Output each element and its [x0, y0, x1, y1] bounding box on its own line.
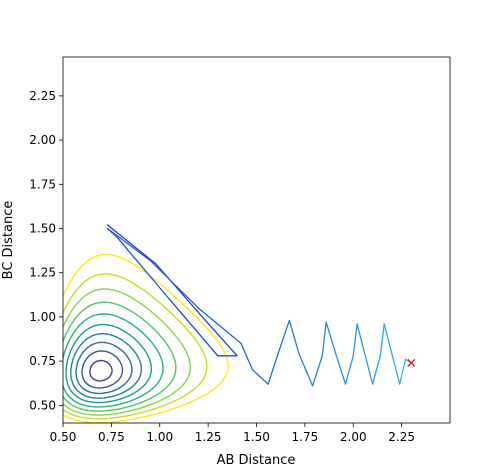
y-tick-label: 1.25	[29, 266, 56, 280]
trajectory-segment	[168, 298, 219, 357]
trajectory-segment	[106, 227, 151, 261]
x-axis: 0.50 0.75 1.00 1.25 1.50 1.75 2.00 2.25	[50, 423, 415, 444]
x-tick-label: 2.00	[340, 430, 367, 444]
trajectory-segment	[356, 323, 366, 355]
trajectory-segment	[379, 323, 385, 357]
contour-line	[63, 301, 177, 412]
trajectory-segment	[344, 355, 354, 385]
trajectory-segment	[240, 342, 254, 371]
x-tick-label: 0.50	[50, 430, 77, 444]
trajectory-segment	[352, 323, 358, 357]
y-tick-label: 0.50	[29, 398, 56, 412]
y-tick-label: 1.00	[29, 310, 56, 324]
contour-line	[81, 350, 124, 389]
x-tick-label: 2.25	[388, 430, 415, 444]
contour-line	[65, 323, 153, 404]
contour-line	[75, 341, 133, 395]
trajectory	[106, 224, 412, 387]
x-tick-label: 1.00	[146, 430, 173, 444]
trajectory-segment	[267, 348, 281, 385]
trajectory-segment	[399, 358, 407, 385]
trajectory-segment	[321, 321, 327, 357]
trajectory-segment	[325, 321, 337, 355]
trajectory-segment	[335, 353, 347, 385]
trajectory-segment	[149, 259, 200, 309]
y-axis-title: BC Distance	[1, 201, 16, 280]
trajectory-segment	[106, 224, 157, 265]
x-tick-label: 1.50	[243, 430, 270, 444]
y-tick-label: 1.50	[29, 222, 56, 236]
y-tick-label: 1.75	[29, 177, 56, 191]
trajectory-segment	[288, 319, 300, 355]
contour-line	[70, 333, 143, 399]
y-axis: 0.50 0.75 1.00 1.25 1.50 1.75 2.00 2.25	[29, 89, 63, 412]
x-axis-title: AB Distance	[217, 453, 296, 468]
trajectory-segment	[279, 319, 291, 350]
trajectory-segment	[197, 307, 242, 345]
contour-line	[63, 288, 191, 416]
trajectory-segment	[298, 353, 314, 387]
trajectory-segment	[116, 236, 171, 300]
trajectory-segment	[364, 353, 374, 385]
trajectory-segment	[201, 316, 238, 357]
contour-line	[63, 313, 164, 408]
y-tick-label: 0.75	[29, 354, 56, 368]
y-tick-label: 2.25	[29, 89, 56, 103]
trajectory-segment	[311, 355, 323, 387]
x-tick-label: 1.25	[195, 430, 222, 444]
plot-background	[63, 57, 450, 423]
contour-lines	[63, 253, 229, 423]
contour-line	[63, 273, 208, 420]
end-marker-x	[407, 358, 416, 367]
y-tick-label: 2.00	[29, 133, 56, 147]
trajectory-segment	[391, 353, 401, 385]
end-marker	[407, 358, 416, 367]
trajectory-segment	[251, 369, 269, 385]
trajectory-segment	[383, 323, 393, 355]
x-tick-label: 0.75	[98, 430, 125, 444]
contour-line	[89, 359, 113, 382]
trajectory-segment	[155, 263, 203, 318]
trajectory-segment	[371, 355, 381, 385]
x-tick-label: 1.75	[292, 430, 319, 444]
